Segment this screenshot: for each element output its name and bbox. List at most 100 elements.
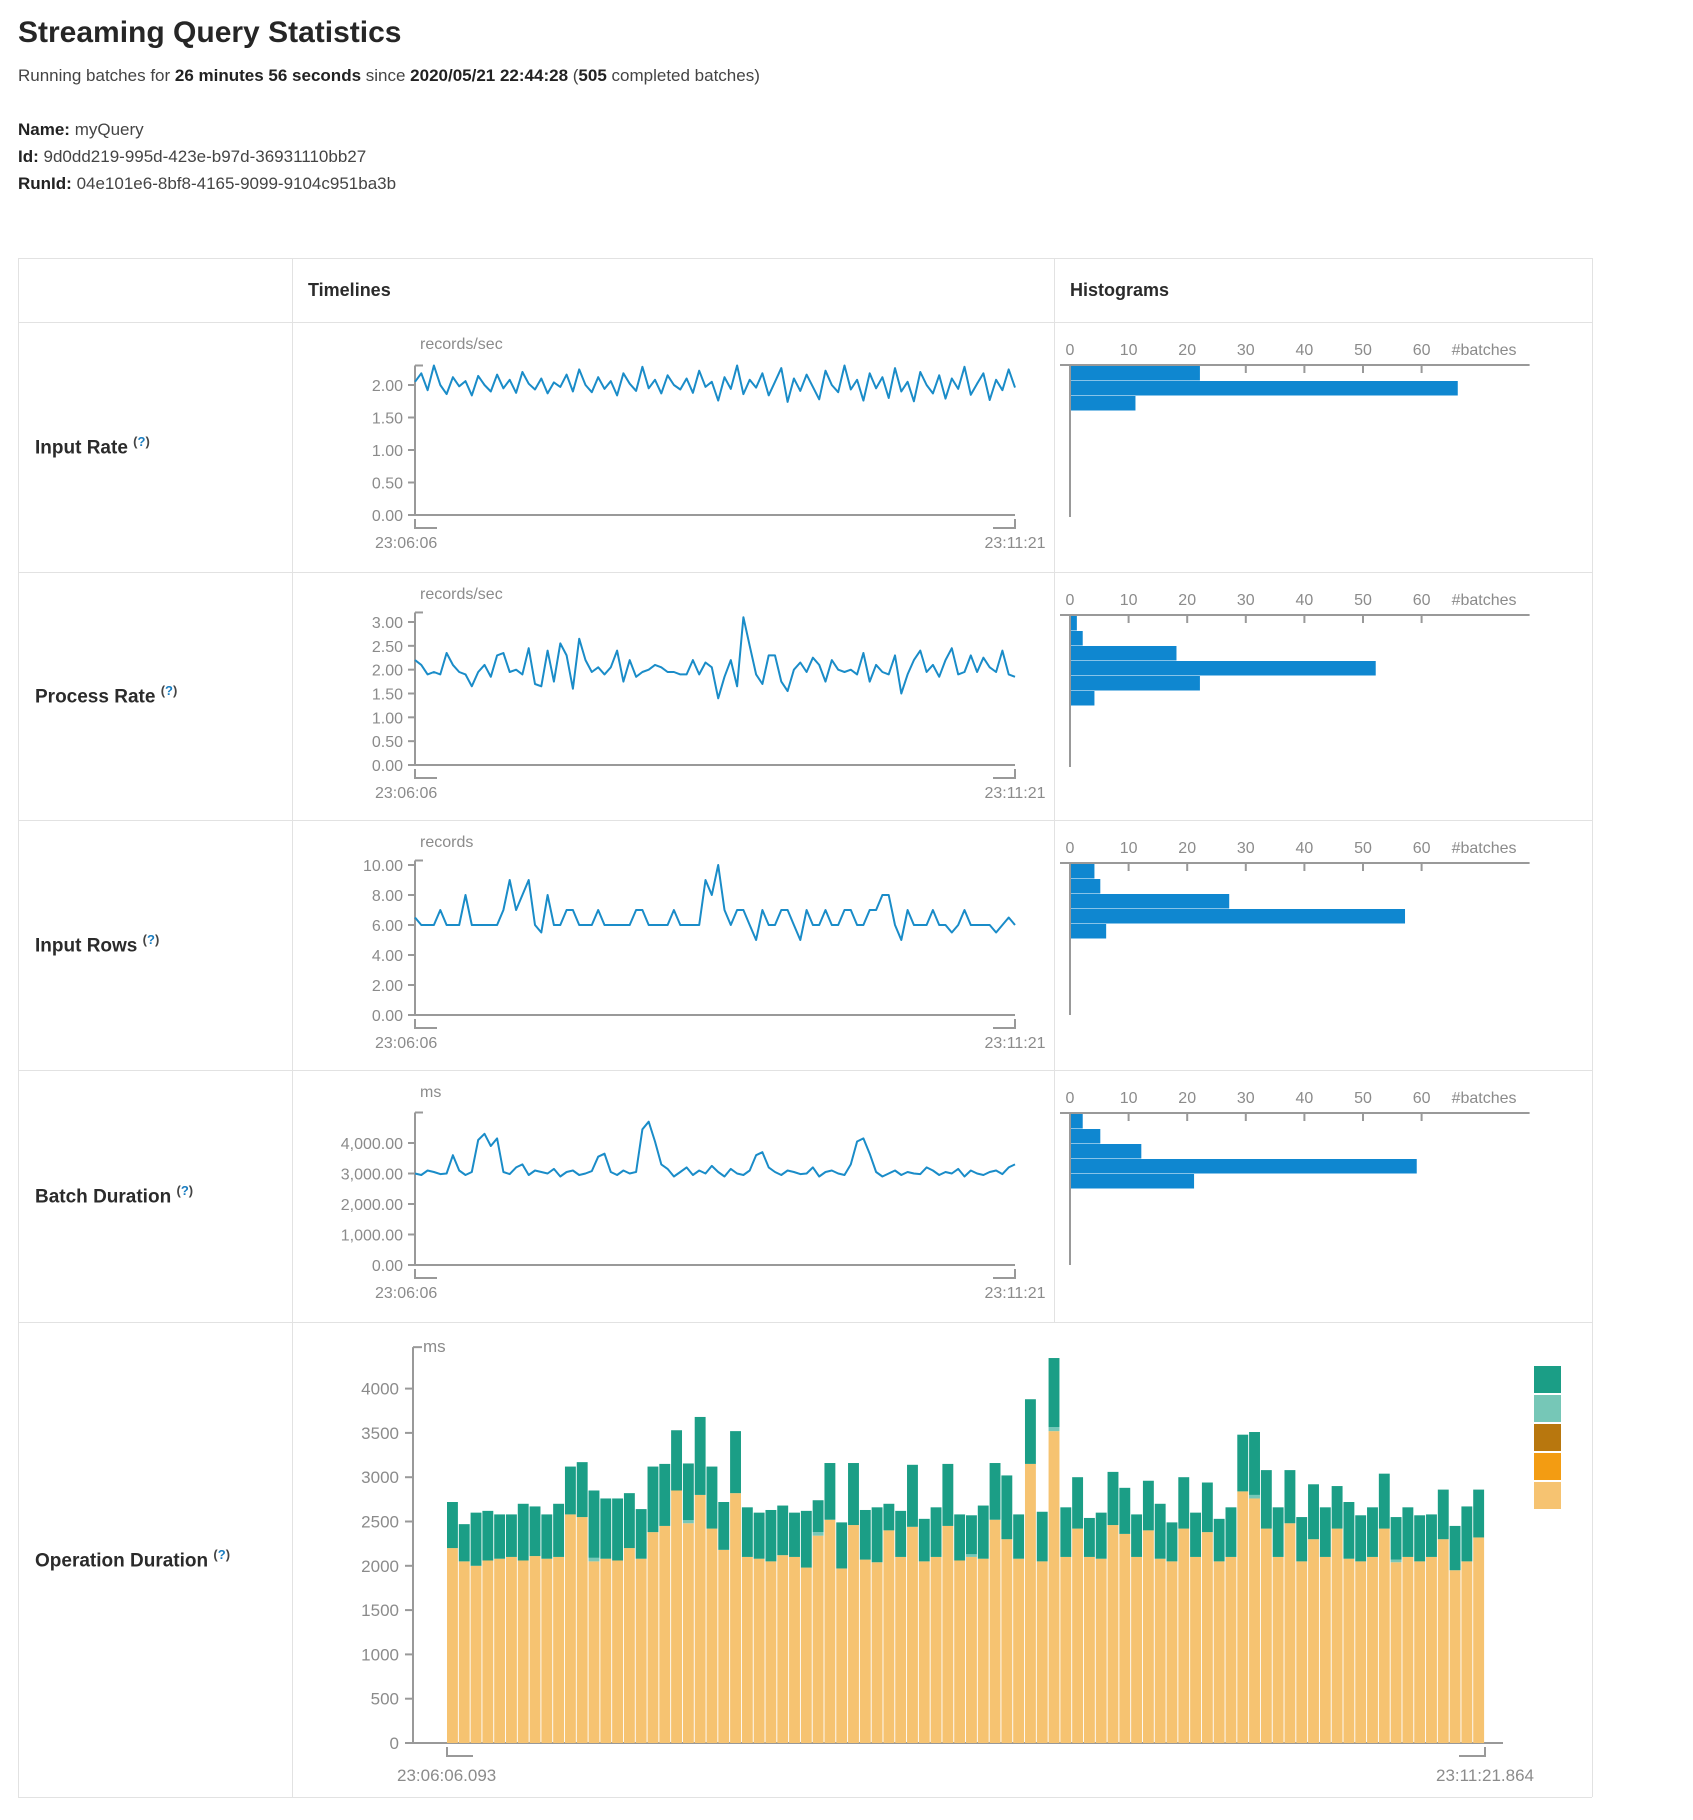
table-border-bottom xyxy=(18,1797,1592,1798)
query-runid-label: RunId: xyxy=(18,174,72,193)
svg-text:1.00: 1.00 xyxy=(372,710,403,727)
row-label-process-rate: Process Rate (?) xyxy=(35,683,178,708)
operation-duration-chart: ms 0 500 1000 1500 2000 2500 3000 3500 4000 23:06:… xyxy=(292,1322,1592,1802)
svg-text:60: 60 xyxy=(1413,592,1431,609)
svg-text:1,000.00: 1,000.00 xyxy=(341,1228,403,1245)
table-border-right xyxy=(1592,258,1593,1797)
svg-text:30: 30 xyxy=(1237,592,1255,609)
svg-text:0.50: 0.50 xyxy=(372,734,403,751)
input-rows-timeline-chart: records 0.00 2.00 4.00 6.00 8.00 10.00 23:06:06… xyxy=(292,820,1054,1075)
svg-text:60: 60 xyxy=(1413,342,1431,359)
operation-duration-help-icon[interactable]: (?) xyxy=(213,1546,231,1562)
svg-text:3000: 3000 xyxy=(361,1468,399,1487)
svg-text:23:06:06: 23:06:06 xyxy=(375,1285,437,1302)
svg-text:4.00: 4.00 xyxy=(372,948,403,965)
query-name-line: Name: myQuery xyxy=(18,120,144,140)
row-label-input-rows: Input Rows (?) xyxy=(35,932,160,957)
svg-text:10: 10 xyxy=(1120,592,1138,609)
svg-text:20: 20 xyxy=(1178,592,1196,609)
svg-text:records/sec: records/sec xyxy=(420,336,503,353)
row-label-input-rate: Input Rate (?) xyxy=(35,434,150,459)
svg-text:4000: 4000 xyxy=(361,1380,399,1399)
svg-text:50: 50 xyxy=(1354,592,1372,609)
svg-text:10: 10 xyxy=(1120,840,1138,857)
row-divider-1 xyxy=(18,322,1592,323)
running-batches-summary: Running batches for 26 minutes 56 second… xyxy=(18,66,760,86)
column-header-histograms: Histograms xyxy=(1070,280,1170,300)
svg-text:60: 60 xyxy=(1413,840,1431,857)
svg-text:0.00: 0.00 xyxy=(372,1008,403,1025)
svg-text:4,000.00: 4,000.00 xyxy=(341,1136,403,1153)
row-label-operation-duration: Operation Duration (?) xyxy=(35,1546,231,1572)
svg-text:30: 30 xyxy=(1237,840,1255,857)
table-border-top xyxy=(18,258,1592,259)
svg-text:1500: 1500 xyxy=(361,1601,399,1620)
svg-text:0.00: 0.00 xyxy=(372,508,403,525)
svg-text:ms: ms xyxy=(423,1337,446,1356)
svg-text:23:06:06: 23:06:06 xyxy=(375,785,437,802)
svg-text:23:11:21: 23:11:21 xyxy=(984,535,1045,552)
svg-text:6.00: 6.00 xyxy=(372,918,403,935)
svg-text:23:11:21: 23:11:21 xyxy=(984,785,1045,802)
svg-text:23:11:21: 23:11:21 xyxy=(984,1035,1045,1052)
batch-duration-timeline-chart: ms 0.00 1,000.00 2,000.00 3,000.00 4,000.00 23… xyxy=(292,1070,1054,1325)
input-rows-histogram-chart: 0 10 20 30 40 50 60 #batches xyxy=(1054,820,1592,1075)
legend-swatch-orange xyxy=(1534,1453,1561,1480)
col-divider-histograms xyxy=(1054,258,1055,1322)
query-id-value: 9d0dd219-995d-423e-b97d-36931110bb27 xyxy=(43,147,367,166)
batch-duration-histogram-chart: 0 10 20 30 40 50 60 #batches xyxy=(1054,1070,1592,1325)
svg-text:1.50: 1.50 xyxy=(372,686,403,703)
svg-text:0.00: 0.00 xyxy=(372,1258,403,1275)
svg-text:records: records xyxy=(420,834,473,851)
svg-text:1000: 1000 xyxy=(361,1645,399,1664)
batch-duration-help-icon[interactable]: (?) xyxy=(176,1183,194,1199)
query-name-label: Name: xyxy=(18,120,70,139)
svg-text:50: 50 xyxy=(1354,1090,1372,1107)
svg-text:2.00: 2.00 xyxy=(372,978,403,995)
operation-duration-legend xyxy=(1534,1366,1561,1511)
svg-text:60: 60 xyxy=(1413,1090,1431,1107)
running-duration: 26 minutes 56 seconds xyxy=(174,66,362,85)
svg-text:10: 10 xyxy=(1120,342,1138,359)
process-rate-histogram-chart: 0 10 20 30 40 50 60 #batches xyxy=(1054,572,1592,827)
input-rows-help-icon[interactable]: (?) xyxy=(142,932,160,948)
svg-text:3,000.00: 3,000.00 xyxy=(341,1167,403,1184)
row-divider-5 xyxy=(18,1322,1592,1323)
svg-text:0: 0 xyxy=(390,1734,399,1753)
svg-text:40: 40 xyxy=(1296,1090,1314,1107)
svg-text:20: 20 xyxy=(1178,1090,1196,1107)
svg-text:40: 40 xyxy=(1296,342,1314,359)
svg-text:2.00: 2.00 xyxy=(372,378,403,395)
svg-text:30: 30 xyxy=(1237,342,1255,359)
input-rate-timeline-chart: records/sec 0.00 0.50 1.00 1.50 2.00 23:06:06 2… xyxy=(292,322,1054,577)
svg-text:ms: ms xyxy=(420,1084,441,1101)
process-rate-help-icon[interactable]: (?) xyxy=(160,683,178,699)
legend-swatch-light-orange xyxy=(1534,1482,1561,1509)
svg-text:3500: 3500 xyxy=(361,1424,399,1443)
page-title: Streaming Query Statistics xyxy=(18,16,402,49)
row-divider-3 xyxy=(18,820,1592,821)
svg-text:10: 10 xyxy=(1120,1090,1138,1107)
svg-text:500: 500 xyxy=(371,1690,399,1709)
svg-text:0: 0 xyxy=(1066,592,1075,609)
svg-text:40: 40 xyxy=(1296,840,1314,857)
input-rate-histogram-chart: 0 10 20 30 40 50 60 #batches xyxy=(1054,322,1592,577)
svg-text:#batches: #batches xyxy=(1452,840,1517,857)
svg-text:1.00: 1.00 xyxy=(372,443,403,460)
svg-text:#batches: #batches xyxy=(1452,1090,1517,1107)
svg-text:23:11:21: 23:11:21 xyxy=(984,1285,1045,1302)
svg-text:2.50: 2.50 xyxy=(372,639,403,656)
legend-swatch-dark-orange xyxy=(1534,1424,1561,1451)
svg-text:0.50: 0.50 xyxy=(372,476,403,493)
svg-text:8.00: 8.00 xyxy=(372,888,403,905)
svg-text:10.00: 10.00 xyxy=(363,858,403,875)
svg-text:23:06:06.093: 23:06:06.093 xyxy=(397,1766,496,1785)
svg-text:50: 50 xyxy=(1354,342,1372,359)
input-rate-help-icon[interactable]: (?) xyxy=(133,434,150,450)
svg-text:23:06:06: 23:06:06 xyxy=(375,535,437,552)
row-divider-2 xyxy=(18,572,1592,573)
subtitle-suffix: completed batches) xyxy=(606,66,760,85)
svg-text:23:06:06: 23:06:06 xyxy=(375,1035,437,1052)
table-border-left xyxy=(18,258,19,1797)
